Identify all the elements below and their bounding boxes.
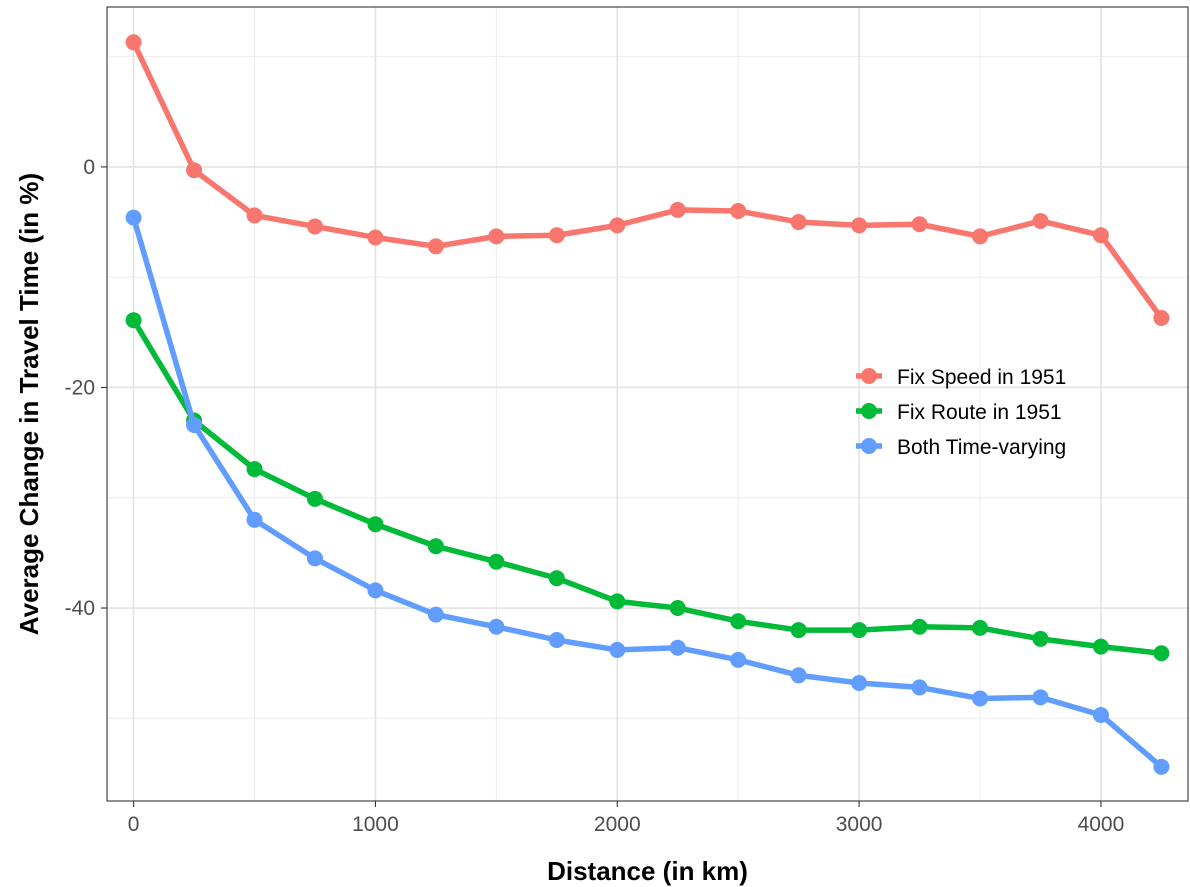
data-point: [972, 619, 989, 636]
data-point: [548, 631, 565, 648]
legend-key-point: [861, 438, 877, 454]
data-point: [790, 214, 807, 231]
data-point: [609, 217, 626, 234]
legend-label: Both Time-varying: [897, 436, 1066, 459]
data-point: [427, 538, 444, 555]
data-point: [1153, 309, 1170, 326]
data-point: [1092, 706, 1109, 723]
data-point: [488, 618, 505, 635]
minor-gridlines: [107, 7, 1188, 801]
data-point: [488, 228, 505, 245]
series: [125, 34, 1170, 326]
data-point: [1092, 227, 1109, 244]
data-point: [1153, 645, 1170, 662]
series-line: [130, 39, 1165, 321]
data-point: [730, 203, 747, 220]
legend-item: Both Time-varying: [856, 436, 1066, 459]
data-point: [367, 516, 384, 533]
y-tick-label: -40: [65, 597, 95, 620]
series-layer: [125, 34, 1170, 775]
data-point: [972, 228, 989, 245]
data-point: [246, 461, 263, 478]
x-tick-label: 3000: [836, 813, 883, 836]
data-point: [911, 618, 928, 635]
x-tick-label: 2000: [594, 813, 641, 836]
y-axis-ticks: 0 -20 -40: [65, 156, 107, 620]
data-point: [851, 675, 868, 692]
data-point: [609, 641, 626, 658]
x-axis-ticks: 0 1000 2000 3000 4000: [128, 801, 1125, 836]
plot-panel-border: [106, 6, 1189, 802]
major-gridlines: [107, 7, 1188, 801]
data-point: [306, 490, 323, 507]
data-point: [125, 209, 142, 226]
data-point: [246, 511, 263, 528]
legend-item: Fix Speed in 1951: [856, 366, 1066, 389]
data-point: [548, 570, 565, 587]
data-point: [1032, 689, 1049, 706]
data-point: [669, 600, 686, 617]
data-point: [488, 553, 505, 570]
data-point: [730, 613, 747, 630]
data-point: [427, 606, 444, 623]
data-point: [790, 622, 807, 639]
data-point: [1092, 638, 1109, 655]
data-point: [186, 162, 203, 179]
data-point: [1153, 758, 1170, 775]
data-point: [367, 229, 384, 246]
y-tick-label: 0: [83, 156, 95, 179]
data-point: [851, 622, 868, 639]
legend-key-point: [861, 368, 877, 384]
data-point: [1032, 212, 1049, 229]
data-point: [125, 34, 142, 51]
series: [125, 209, 1170, 775]
y-tick-label: -20: [65, 376, 95, 399]
legend: Fix Speed in 1951 Fix Route in 1951 Both T…: [856, 366, 1066, 459]
series: [125, 312, 1170, 662]
data-point: [306, 550, 323, 567]
data-point: [367, 582, 384, 599]
x-tick-label: 1000: [352, 813, 399, 836]
x-tick-label: 0: [128, 813, 140, 836]
data-point: [790, 667, 807, 684]
data-point: [730, 651, 747, 668]
x-axis-title: Distance (in km): [547, 856, 748, 886]
series-line: [130, 214, 1165, 770]
data-point: [669, 201, 686, 218]
legend-label: Fix Speed in 1951: [897, 366, 1066, 389]
data-point: [911, 679, 928, 696]
data-point: [851, 217, 868, 234]
legend-label: Fix Route in 1951: [897, 401, 1062, 424]
data-point: [972, 690, 989, 707]
data-point: [669, 639, 686, 656]
data-point: [306, 218, 323, 235]
legend-key-point: [861, 403, 877, 419]
x-tick-label: 4000: [1078, 813, 1125, 836]
data-point: [1032, 630, 1049, 647]
data-point: [125, 312, 142, 329]
data-point: [427, 238, 444, 255]
data-point: [246, 207, 263, 224]
series-line: [130, 317, 1165, 656]
data-point: [609, 593, 626, 610]
legend-item: Fix Route in 1951: [856, 401, 1062, 424]
y-axis-title: Average Change in Travel Time (in %): [14, 173, 44, 635]
data-point: [911, 216, 928, 233]
data-point: [548, 227, 565, 244]
data-point: [186, 416, 203, 433]
